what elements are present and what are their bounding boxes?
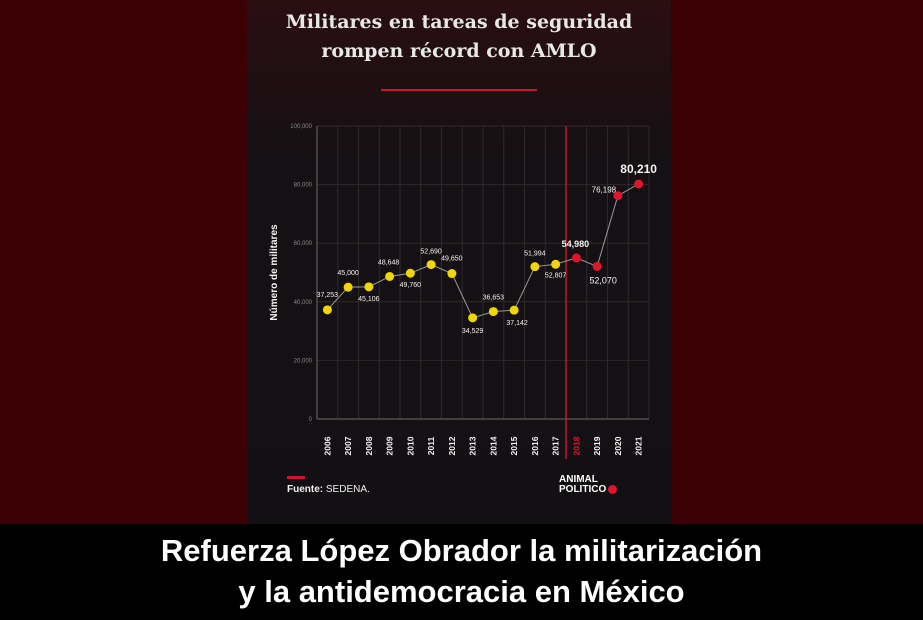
- line-chart: 0 20,000 40,000 60,000 80,000 100,000 Número d…: [269, 124, 657, 459]
- data-point: [488, 307, 498, 317]
- title-divider: [381, 89, 537, 91]
- x-tick-label: 2019: [592, 436, 602, 455]
- x-tick-label: 2010: [405, 436, 415, 455]
- data-point: [447, 269, 457, 279]
- data-point: [634, 179, 644, 189]
- y-tick-label: 40,000: [294, 300, 313, 306]
- x-tick-label: 2012: [447, 436, 457, 455]
- x-tick-label: 2007: [343, 436, 353, 455]
- data-point: [571, 253, 581, 263]
- infographic-panel: Militares en tareas de seguridad rompen …: [247, 0, 671, 524]
- logo-line2: POLITICO: [559, 484, 607, 496]
- caption-line2: y la antidemocracia en México: [238, 574, 685, 609]
- data-point: [385, 271, 395, 281]
- data-label: 54,980: [562, 239, 590, 249]
- y-tick-label: 100,000: [290, 124, 312, 130]
- source-label: Fuente:: [287, 484, 324, 495]
- data-point: [613, 191, 623, 201]
- logo-mark-icon: [608, 485, 618, 494]
- chart-title-line2: rompen récord con AMLO: [321, 40, 597, 62]
- data-label: 80,210: [620, 162, 657, 176]
- data-label: 49,760: [400, 282, 422, 289]
- chart-title: Militares en tareas de seguridad rompen …: [247, 8, 671, 66]
- data-label: 49,650: [441, 256, 463, 263]
- data-point: [468, 313, 478, 323]
- data-point: [530, 262, 540, 272]
- data-point: [364, 282, 374, 292]
- x-tick-label: 2016: [530, 436, 540, 455]
- caption-line1: Refuerza López Obrador la militarización: [160, 533, 763, 568]
- source-note: Fuente: SEDENA.: [287, 484, 370, 495]
- data-label: 51,994: [524, 251, 546, 258]
- data-point: [343, 282, 353, 292]
- data-point: [405, 268, 415, 278]
- y-axis-label: Número de militares: [269, 224, 280, 321]
- logo-line1: ANIMAL: [559, 474, 598, 485]
- data-label: 52,690: [420, 249, 442, 256]
- chart-title-line1: Militares en tareas de seguridad: [285, 11, 633, 33]
- data-label: 37,253: [317, 292, 339, 299]
- y-tick-label: 20,000: [294, 358, 313, 364]
- data-point: [426, 260, 436, 270]
- data-label: 48,648: [378, 259, 400, 266]
- x-tick-label: 2018: [571, 436, 581, 455]
- x-tick-label: 2020: [613, 436, 623, 455]
- source-divider: [287, 476, 305, 479]
- y-tick-label: 0: [309, 417, 313, 423]
- caption-banner: Refuerza López Obrador la militarización…: [0, 524, 923, 620]
- x-tick-label: 2009: [385, 436, 395, 455]
- x-tick-label: 2006: [322, 436, 332, 455]
- x-tick-label: 2008: [364, 436, 374, 455]
- data-label: 52,070: [589, 275, 617, 285]
- data-label: 45,000: [337, 270, 359, 277]
- animal-politico-logo: ANIMAL POLITICO: [559, 474, 618, 496]
- y-tick-label: 80,000: [294, 183, 313, 189]
- data-point: [551, 259, 561, 269]
- source-value: SEDENA.: [325, 484, 370, 495]
- y-tick-label: 60,000: [294, 241, 313, 247]
- data-label: 76,198: [592, 186, 617, 195]
- x-tick-label: 2014: [488, 436, 498, 455]
- data-label: 36,653: [483, 295, 505, 302]
- x-tick-label: 2021: [634, 436, 644, 455]
- series-line: [327, 183, 639, 319]
- x-tick-label: 2015: [509, 436, 519, 455]
- x-tick-label: 2011: [426, 437, 436, 456]
- data-label: 45,106: [358, 296, 380, 303]
- data-point: [322, 305, 332, 315]
- data-point: [592, 261, 602, 271]
- x-tick-label: 2017: [551, 436, 561, 455]
- data-label: 52,807: [545, 272, 567, 279]
- data-label: 34,529: [462, 328, 484, 335]
- x-tick-label: 2013: [468, 436, 478, 455]
- data-label: 37,142: [506, 320, 528, 327]
- data-point: [509, 305, 519, 315]
